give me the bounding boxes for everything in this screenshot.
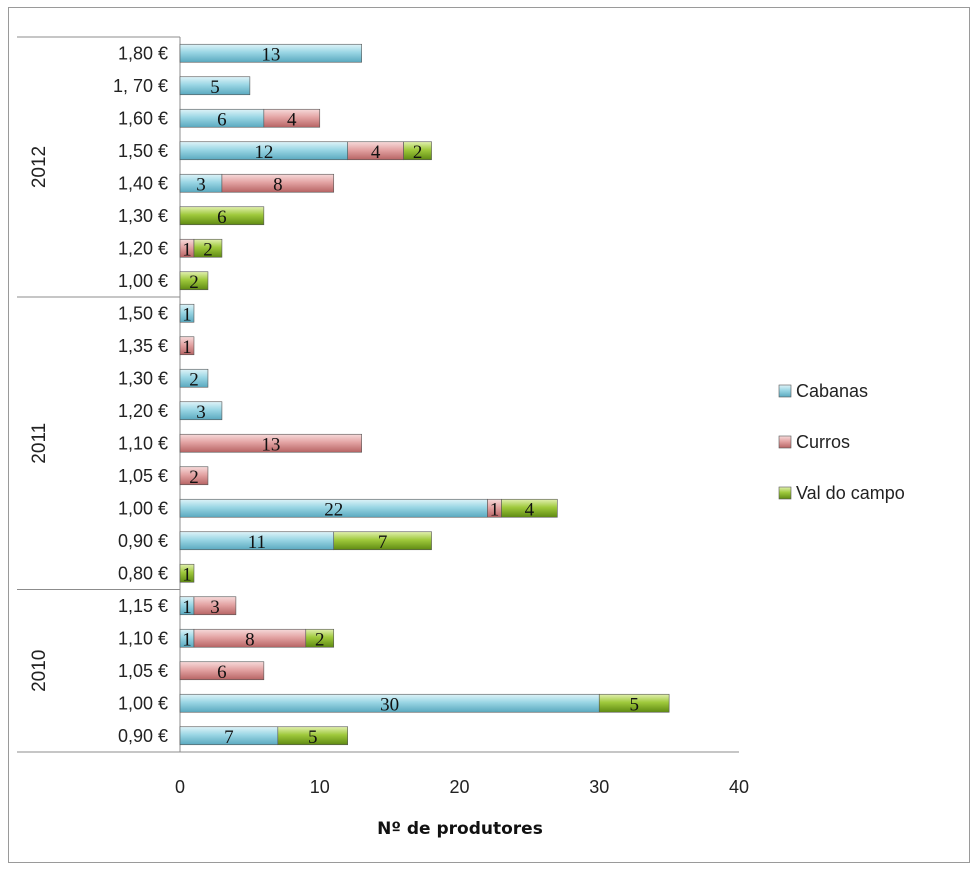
data-label: 1 bbox=[182, 597, 192, 618]
x-tick-label: 40 bbox=[729, 777, 749, 797]
data-label: 30 bbox=[380, 694, 399, 715]
category-label: 1, 70 € bbox=[113, 76, 168, 96]
data-label: 1 bbox=[182, 304, 192, 325]
data-label: 13 bbox=[261, 44, 280, 65]
group-label: 2012 bbox=[29, 146, 50, 188]
bar-segment-curros bbox=[193, 596, 237, 616]
x-tick-label: 30 bbox=[589, 777, 609, 797]
category-label: 1,00 € bbox=[118, 693, 168, 713]
legend-swatch-val-do-campo bbox=[778, 486, 792, 500]
bar-segment-val-do-campo bbox=[333, 531, 432, 551]
bar-segment-val-do-campo bbox=[277, 726, 349, 746]
data-label: 4 bbox=[287, 109, 297, 130]
data-label: 5 bbox=[629, 694, 639, 715]
bar-segment-curros bbox=[179, 433, 362, 453]
legend-swatch-curros bbox=[778, 435, 792, 449]
bar-segment-curros bbox=[263, 108, 321, 128]
category-label: 1,30 € bbox=[118, 368, 168, 388]
category-label: 1,05 € bbox=[118, 466, 168, 486]
x-axis-title: Nº de produtores bbox=[377, 819, 543, 839]
data-label: 6 bbox=[217, 662, 227, 683]
data-label: 4 bbox=[525, 499, 535, 520]
data-label: 8 bbox=[273, 174, 283, 195]
bar-segment-val-do-campo bbox=[598, 693, 670, 713]
legend-label: Cabanas bbox=[796, 381, 868, 401]
data-label: 1 bbox=[182, 564, 192, 585]
bar-segment-cabanas bbox=[179, 43, 362, 63]
category-label: 1,60 € bbox=[118, 108, 168, 128]
category-label: 1,35 € bbox=[118, 336, 168, 356]
data-label: 13 bbox=[261, 434, 280, 455]
data-label: 1 bbox=[182, 337, 192, 358]
data-label: 2 bbox=[189, 272, 199, 293]
data-label: 2 bbox=[189, 467, 199, 488]
bar-segment-cabanas bbox=[179, 401, 223, 421]
data-label: 1 bbox=[490, 499, 500, 520]
data-label: 5 bbox=[308, 727, 318, 748]
data-label: 3 bbox=[196, 174, 206, 195]
category-label: 1,20 € bbox=[118, 238, 168, 258]
data-label: 2 bbox=[315, 629, 325, 650]
category-label: 1,20 € bbox=[118, 401, 168, 421]
data-label: 6 bbox=[217, 109, 227, 130]
group-label: 2011 bbox=[29, 423, 50, 464]
data-label: 7 bbox=[378, 532, 388, 553]
bar-segment-val-do-campo bbox=[501, 498, 558, 518]
data-label: 1 bbox=[182, 239, 192, 260]
data-label: 4 bbox=[371, 142, 381, 163]
bar-segment-curros bbox=[179, 336, 195, 356]
bar-segment-cabanas bbox=[179, 76, 251, 96]
data-label: 1 bbox=[182, 629, 192, 650]
data-label: 6 bbox=[217, 207, 227, 228]
data-label: 11 bbox=[248, 532, 266, 553]
bar-segment-val-do-campo bbox=[193, 238, 223, 258]
x-tick-label: 20 bbox=[449, 777, 469, 797]
legend-label: Val do campo bbox=[796, 483, 905, 503]
category-label: 1,10 € bbox=[118, 628, 168, 648]
bar-segment-curros bbox=[221, 173, 335, 193]
chart-frame bbox=[8, 7, 970, 863]
data-label: 22 bbox=[324, 499, 343, 520]
category-label: 0,90 € bbox=[118, 726, 168, 746]
category-label: 1,80 € bbox=[118, 43, 168, 63]
data-label: 2 bbox=[413, 142, 423, 163]
data-label: 12 bbox=[254, 142, 273, 163]
legend-swatch-cabanas bbox=[778, 384, 792, 398]
bar-segment-val-do-campo bbox=[403, 141, 432, 161]
category-label: 1,10 € bbox=[118, 433, 168, 453]
category-label: 1,00 € bbox=[118, 498, 168, 518]
category-label: 1,15 € bbox=[118, 596, 168, 616]
category-label: 1,00 € bbox=[118, 271, 168, 291]
data-label: 3 bbox=[196, 402, 206, 423]
bar-segment-cabanas bbox=[179, 368, 209, 388]
data-label: 5 bbox=[210, 77, 220, 98]
data-label: 2 bbox=[189, 369, 199, 390]
category-label: 1,40 € bbox=[118, 173, 168, 193]
bar-segment-curros bbox=[179, 661, 265, 681]
bar-segment-val-do-campo bbox=[179, 206, 265, 226]
category-label: 1,50 € bbox=[118, 303, 168, 323]
category-label: 1,05 € bbox=[118, 661, 168, 681]
category-label: 1,30 € bbox=[118, 206, 168, 226]
bar-segment-val-do-campo bbox=[305, 628, 335, 648]
bar-segment-cabanas bbox=[179, 303, 195, 323]
data-label: 8 bbox=[245, 629, 255, 650]
category-label: 0,80 € bbox=[118, 563, 168, 583]
group-label: 2010 bbox=[29, 650, 50, 692]
x-tick-label: 0 bbox=[175, 777, 185, 797]
bar-segment-val-do-campo bbox=[179, 271, 209, 291]
bar-segment-val-do-campo bbox=[179, 563, 195, 583]
category-label: 0,90 € bbox=[118, 531, 168, 551]
data-label: 7 bbox=[224, 727, 234, 748]
x-tick-label: 10 bbox=[310, 777, 330, 797]
data-label: 2 bbox=[203, 239, 213, 260]
legend-label: Curros bbox=[796, 432, 850, 452]
category-label: 1,50 € bbox=[118, 141, 168, 161]
bar-segment-curros bbox=[179, 466, 209, 486]
data-label: 3 bbox=[210, 597, 220, 618]
